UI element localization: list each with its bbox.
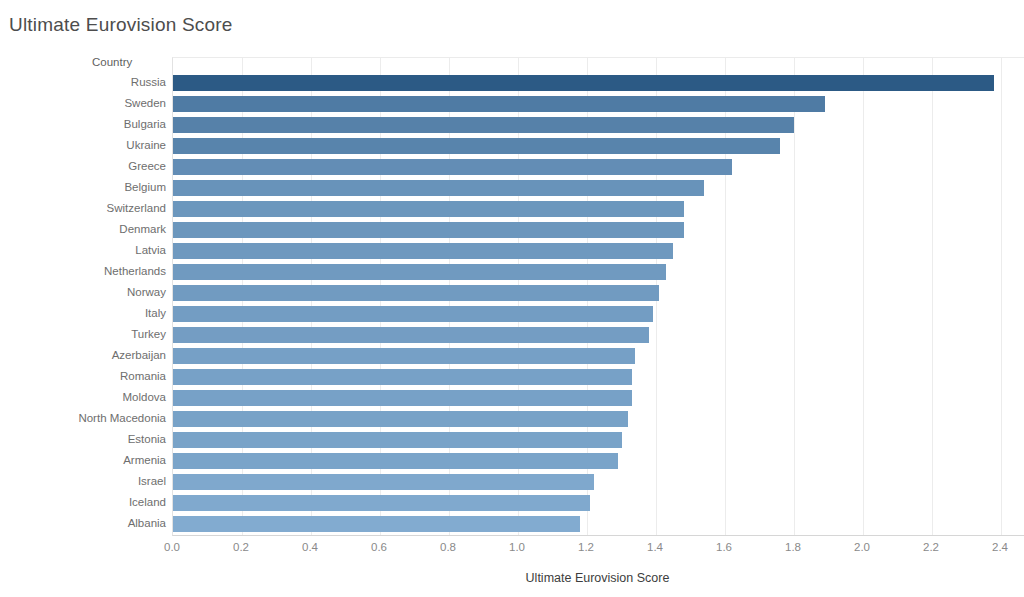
bar[interactable] [173,201,684,217]
bar[interactable] [173,117,794,133]
bar[interactable] [173,306,653,322]
x-tick-label: 2.0 [854,541,870,553]
category-label: Netherlands [0,263,166,279]
gridline [863,58,864,535]
bar[interactable] [173,180,704,196]
bar[interactable] [173,159,732,175]
x-tick-label: 0.2 [233,541,249,553]
x-tick-label: 1.8 [785,541,801,553]
x-tick-label: 1.0 [509,541,525,553]
x-axis-title: Ultimate Eurovision Score [172,571,1023,585]
column-header-country: Country [92,56,132,68]
bar[interactable] [173,495,590,511]
gridline [932,58,933,535]
category-label: Russia [0,74,166,90]
bar[interactable] [173,285,659,301]
bar[interactable] [173,516,580,532]
category-label: Greece [0,158,166,174]
bar[interactable] [173,327,649,343]
category-label: Turkey [0,326,166,342]
bar[interactable] [173,75,994,91]
x-tick-label: 1.4 [647,541,663,553]
category-label: Belgium [0,179,166,195]
bar[interactable] [173,432,622,448]
bar[interactable] [173,474,594,490]
x-tick-label: 2.2 [923,541,939,553]
x-tick-label: 0.8 [440,541,456,553]
x-tick-label: 0.6 [371,541,387,553]
category-label: Iceland [0,494,166,510]
bar[interactable] [173,453,618,469]
category-label: Switzerland [0,200,166,216]
category-label: Estonia [0,431,166,447]
category-label: Ukraine [0,137,166,153]
x-tick-label: 0.4 [302,541,318,553]
x-tick-label: 0.0 [164,541,180,553]
bar[interactable] [173,369,632,385]
category-label: Moldova [0,389,166,405]
category-label: Azerbaijan [0,347,166,363]
category-label: Armenia [0,452,166,468]
gridline [1001,58,1002,535]
bar[interactable] [173,243,673,259]
bar[interactable] [173,411,628,427]
category-label: Romania [0,368,166,384]
category-label: North Macedonia [0,410,166,426]
category-label: Denmark [0,221,166,237]
plot-area [172,57,1024,536]
bar[interactable] [173,348,635,364]
x-tick-label: 2.4 [992,541,1008,553]
category-label: Latvia [0,242,166,258]
bar[interactable] [173,138,780,154]
category-label: Bulgaria [0,116,166,132]
category-label: Norway [0,284,166,300]
chart-canvas: Ultimate Eurovision Score Country Russia… [0,0,1024,597]
bar[interactable] [173,390,632,406]
chart-title: Ultimate Eurovision Score [9,14,233,36]
category-label: Sweden [0,95,166,111]
x-tick-label: 1.2 [578,541,594,553]
x-tick-label: 1.6 [716,541,732,553]
bar[interactable] [173,222,684,238]
gridline [794,58,795,535]
category-label: Italy [0,305,166,321]
category-label: Albania [0,515,166,531]
bar[interactable] [173,264,666,280]
bar[interactable] [173,96,825,112]
category-label: Israel [0,473,166,489]
